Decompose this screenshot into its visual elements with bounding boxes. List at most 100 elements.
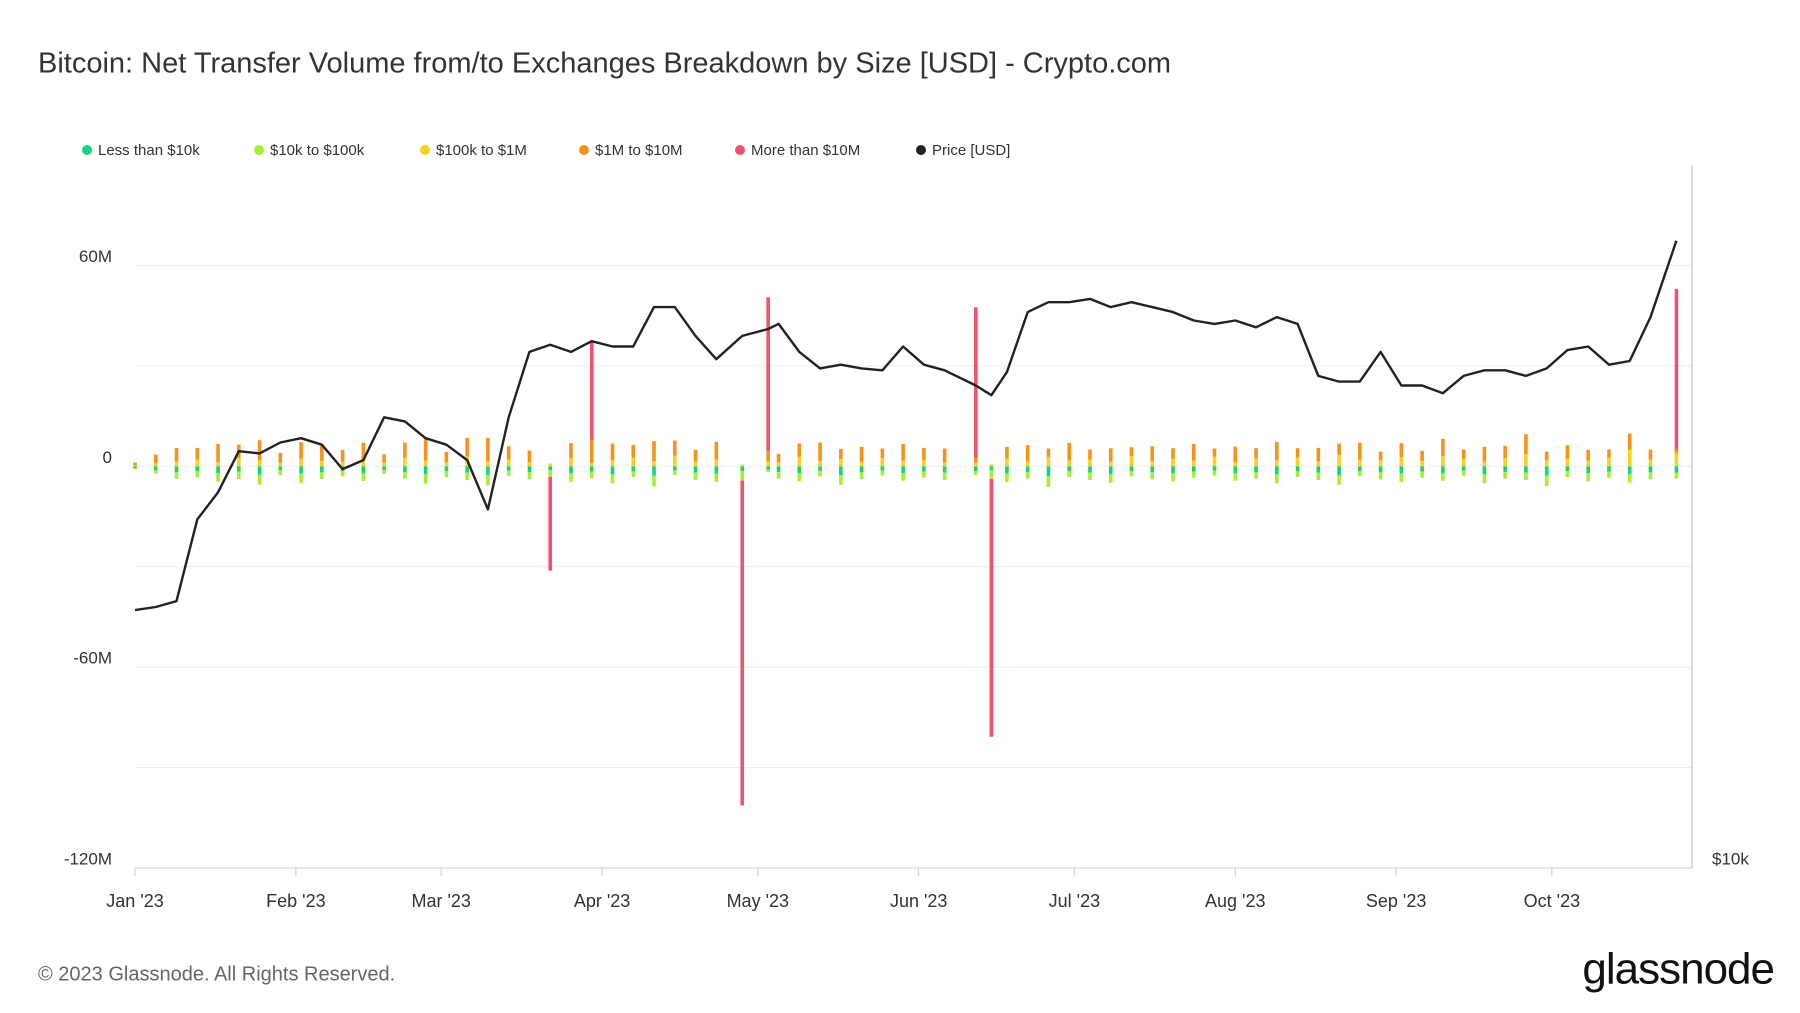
y-tick-label: 60M	[79, 247, 112, 266]
bar	[1482, 474, 1487, 484]
bar	[1420, 450, 1424, 461]
bar	[818, 466, 822, 471]
bar	[195, 459, 200, 467]
bar	[901, 443, 905, 461]
bar	[1627, 449, 1632, 467]
bar	[1150, 460, 1155, 467]
bar	[989, 464, 994, 467]
bar	[1046, 456, 1051, 467]
bar	[340, 449, 345, 462]
bar	[486, 461, 490, 467]
bar	[1005, 446, 1009, 459]
bar	[1399, 443, 1404, 458]
bar	[133, 465, 137, 467]
bar	[1399, 473, 1404, 483]
y2-tick-label: $10k	[1712, 849, 1749, 868]
bar	[589, 439, 594, 463]
bar	[776, 466, 781, 472]
bar	[610, 466, 615, 475]
bar	[1420, 466, 1424, 472]
bar	[776, 471, 781, 479]
legend-marker	[735, 145, 745, 155]
bar	[1648, 472, 1653, 480]
bar	[444, 471, 449, 478]
bar	[548, 470, 552, 477]
bar	[216, 472, 220, 482]
bar	[548, 463, 552, 467]
bar	[153, 454, 158, 463]
bar	[942, 466, 947, 473]
bar	[1254, 466, 1258, 472]
bar	[1191, 471, 1196, 478]
bar	[548, 466, 552, 471]
bar	[1441, 472, 1445, 481]
bar	[1212, 448, 1217, 457]
bar	[423, 438, 428, 461]
bar	[1565, 471, 1570, 477]
bar	[1607, 466, 1611, 472]
bar	[216, 443, 220, 463]
bar	[1088, 459, 1092, 467]
bar	[839, 458, 843, 467]
brand-logo: glassnode	[1582, 945, 1774, 994]
bar	[1233, 446, 1238, 462]
bar	[693, 466, 698, 473]
bar	[1544, 451, 1549, 460]
bar	[1233, 466, 1238, 473]
bar	[465, 466, 469, 473]
copyright: © 2023 Glassnode. All Rights Reserved.	[38, 963, 395, 985]
bar	[1461, 458, 1466, 467]
bar	[237, 457, 241, 467]
bar	[174, 472, 179, 480]
bar	[1586, 449, 1590, 461]
bar	[320, 472, 324, 480]
bar	[1046, 475, 1051, 488]
bar	[1212, 466, 1217, 471]
bar	[1648, 466, 1653, 473]
bar	[922, 466, 926, 472]
bar	[1544, 459, 1549, 467]
bar	[1607, 471, 1611, 479]
bar	[672, 466, 677, 471]
bar	[652, 475, 656, 487]
bar	[340, 461, 345, 467]
bar	[1088, 449, 1092, 460]
bar	[1544, 466, 1549, 476]
bar	[237, 466, 241, 472]
bar	[1358, 459, 1362, 467]
bar	[1088, 472, 1092, 481]
legend-label: $1M to $10M	[595, 142, 683, 159]
bar	[989, 466, 994, 471]
bar	[1674, 466, 1679, 473]
y-tick-label: -60M	[73, 649, 112, 668]
bar	[1337, 454, 1341, 467]
bar	[237, 471, 241, 480]
bar	[1254, 458, 1258, 467]
bar	[880, 466, 885, 471]
bar	[880, 457, 885, 467]
bar	[989, 470, 994, 480]
bar	[973, 307, 978, 458]
bar	[1316, 466, 1321, 473]
bar	[1358, 442, 1362, 460]
bar	[1025, 461, 1030, 467]
bar	[548, 476, 552, 571]
bar	[278, 466, 283, 471]
bar	[1295, 457, 1300, 467]
bar	[1171, 473, 1175, 482]
bar	[839, 448, 843, 459]
bar	[839, 474, 843, 485]
bar	[1316, 472, 1321, 481]
bar	[1524, 466, 1528, 473]
bar	[465, 437, 469, 457]
x-tick-label: Aug '23	[1205, 891, 1266, 911]
bar	[299, 473, 303, 484]
bar	[527, 466, 532, 473]
bar	[1337, 443, 1341, 455]
bar	[527, 450, 532, 463]
bar	[1378, 460, 1383, 467]
bar	[589, 342, 594, 440]
bar	[1108, 448, 1113, 462]
bar	[465, 472, 469, 481]
bar	[174, 461, 179, 467]
